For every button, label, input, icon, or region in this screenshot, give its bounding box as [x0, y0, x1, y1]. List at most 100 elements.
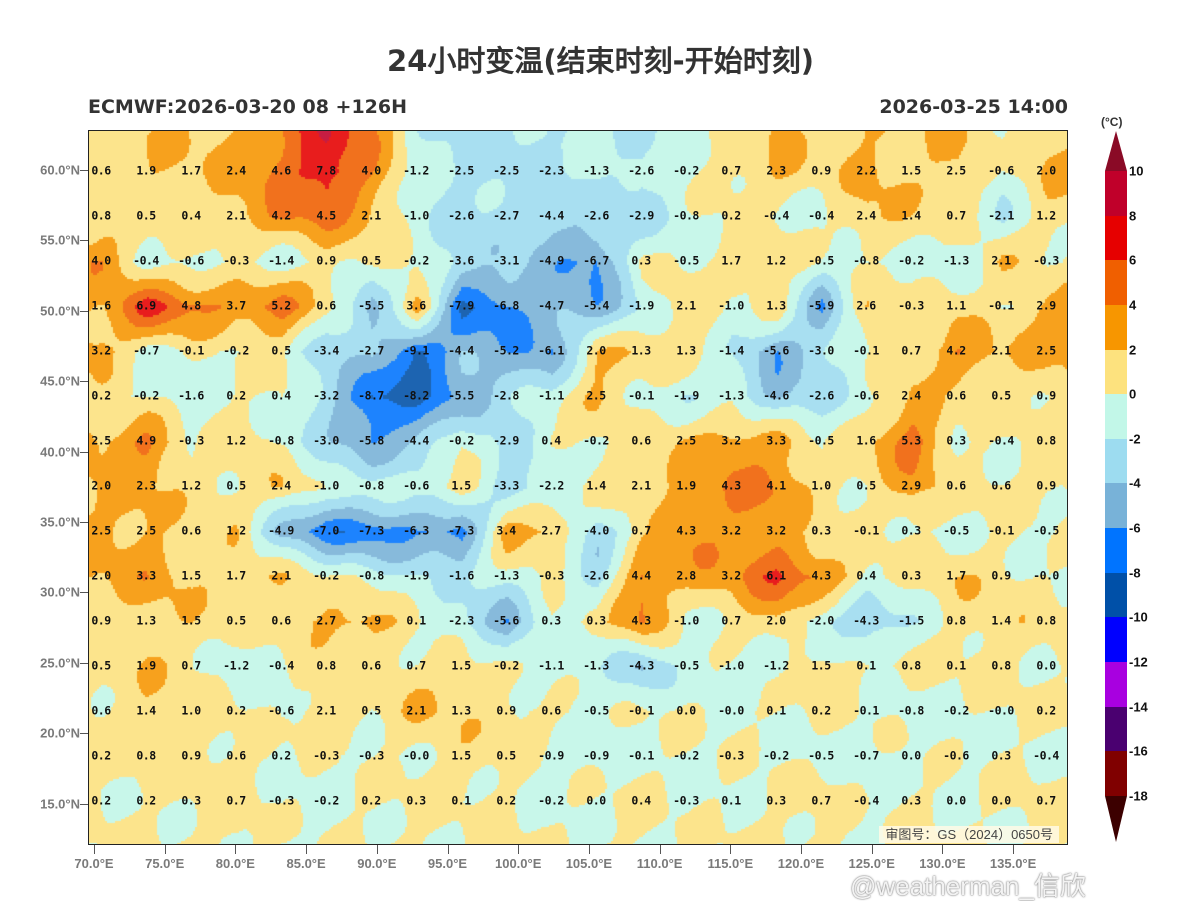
- grid-value: -0.5: [808, 433, 834, 448]
- colorbar-tick-label: -6: [1129, 520, 1141, 536]
- latitude-label: 50.0°N: [40, 303, 80, 319]
- colorbar-segment: [1105, 394, 1127, 440]
- latitude-label: 45.0°N: [40, 373, 80, 389]
- grid-value: 2.0: [91, 478, 111, 493]
- grid-value: 1.5: [451, 748, 471, 763]
- grid-value: -0.2: [538, 793, 564, 808]
- grid-value: 0.5: [91, 658, 111, 673]
- grid-value: 1.9: [676, 478, 696, 493]
- grid-value: -0.1: [628, 388, 654, 403]
- grid-value: -0.8: [898, 703, 924, 718]
- grid-value: -2.6: [448, 208, 474, 223]
- grid-value: 4.0: [361, 163, 381, 178]
- grid-value: -5.6: [763, 343, 789, 358]
- colorbar-min-arrow: [1105, 795, 1127, 842]
- grid-value: 2.7: [541, 523, 561, 538]
- grid-value: 0.7: [901, 343, 921, 358]
- grid-value: -7.3: [358, 523, 384, 538]
- grid-value: 4.8: [181, 298, 201, 313]
- grid-value: -0.8: [673, 208, 699, 223]
- grid-value: -0.1: [853, 523, 879, 538]
- grid-value: 0.5: [496, 748, 516, 763]
- grid-value: 0.6: [946, 388, 966, 403]
- colorbar-segment: [1105, 617, 1127, 663]
- longitude-tick: [801, 845, 802, 854]
- grid-value: -0.2: [493, 658, 519, 673]
- grid-value: -1.9: [673, 388, 699, 403]
- colorbar-tick-label: -16: [1129, 743, 1148, 759]
- grid-value: 1.1: [946, 298, 966, 313]
- chart-title: 24小时变温(结束时刻-开始时刻): [387, 44, 814, 78]
- grid-value: 0.7: [406, 658, 426, 673]
- longitude-tick: [588, 845, 590, 854]
- colorbar-tick-label: 6: [1129, 252, 1137, 268]
- latitude-tick: [80, 662, 88, 664]
- grid-value: 0.8: [946, 613, 966, 628]
- grid-value: 0.6: [316, 298, 336, 313]
- grid-value: 6.9: [136, 298, 156, 313]
- grid-value: 2.4: [856, 208, 876, 223]
- grid-value: -0.4: [1033, 748, 1059, 763]
- grid-value: 1.3: [631, 343, 651, 358]
- grid-value: 0.4: [271, 388, 291, 403]
- grid-value: 1.9: [136, 163, 156, 178]
- grid-value: 1.5: [451, 658, 471, 673]
- colorbar-tick-label: -4: [1129, 475, 1141, 491]
- grid-value: 0.8: [1036, 433, 1056, 448]
- grid-value: -0.5: [673, 253, 699, 268]
- grid-value: -0.3: [718, 748, 744, 763]
- longitude-tick: [164, 845, 166, 854]
- grid-value: 0.1: [856, 658, 876, 673]
- grid-value: 2.1: [991, 343, 1011, 358]
- grid-value: -9.1: [403, 343, 429, 358]
- grid-value: 0.5: [271, 343, 291, 358]
- grid-value: -1.5: [898, 613, 924, 628]
- grid-value: 2.4: [901, 388, 921, 403]
- grid-value: -0.0: [988, 703, 1014, 718]
- grid-value: 0.6: [181, 523, 201, 538]
- grid-value: 1.9: [136, 658, 156, 673]
- longitude-label: 105.0°E: [565, 856, 613, 871]
- grid-value: 0.6: [946, 478, 966, 493]
- grid-value: 0.0: [586, 793, 606, 808]
- grid-value: 0.1: [451, 793, 471, 808]
- grid-value: -0.5: [673, 658, 699, 673]
- grid-value: 0.4: [631, 793, 651, 808]
- colorbar-segment: [1105, 215, 1127, 261]
- grid-value: -5.6: [493, 613, 519, 628]
- grid-value: 0.6: [91, 703, 111, 718]
- grid-value: -1.3: [583, 163, 609, 178]
- grid-value: -0.8: [268, 433, 294, 448]
- grid-value: -0.5: [808, 253, 834, 268]
- grid-value: -1.9: [628, 298, 654, 313]
- grid-value: 0.8: [91, 208, 111, 223]
- grid-value: 3.6: [406, 298, 426, 313]
- grid-value: -1.9: [403, 568, 429, 583]
- grid-value: 2.8: [676, 568, 696, 583]
- grid-value: -0.3: [268, 793, 294, 808]
- grid-value: 1.0: [181, 703, 201, 718]
- grid-value: -0.3: [178, 433, 204, 448]
- grid-value: 1.2: [1036, 208, 1056, 223]
- grid-value: -0.4: [988, 433, 1014, 448]
- grid-value: 0.2: [721, 208, 741, 223]
- grid-value: -0.4: [808, 208, 834, 223]
- grid-value: 0.3: [901, 568, 921, 583]
- latitude-tick: [80, 381, 88, 383]
- colorbar-tick-label: -8: [1129, 565, 1141, 581]
- grid-value: 5.3: [901, 433, 921, 448]
- longitude-tick: [376, 845, 378, 854]
- longitude-label: 75.0°E: [145, 856, 185, 871]
- grid-value: 0.7: [721, 163, 741, 178]
- grid-value: 3.2: [721, 433, 741, 448]
- grid-value: 3.2: [721, 568, 741, 583]
- grid-value: 1.4: [991, 613, 1011, 628]
- grid-value: -0.1: [853, 343, 879, 358]
- grid-value: 4.2: [271, 208, 291, 223]
- grid-value: 1.7: [226, 568, 246, 583]
- grid-value: -3.6: [448, 253, 474, 268]
- grid-value: -2.6: [628, 163, 654, 178]
- grid-value: 0.9: [316, 253, 336, 268]
- grid-value: -0.2: [223, 343, 249, 358]
- grid-value: 2.9: [361, 613, 381, 628]
